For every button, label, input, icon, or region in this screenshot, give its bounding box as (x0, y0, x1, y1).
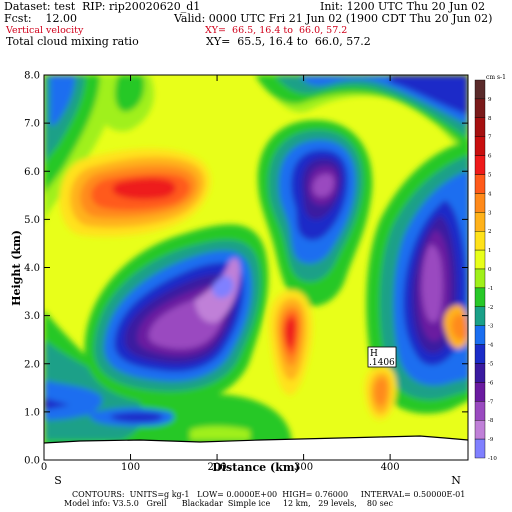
colorbar-level-label: -8 (488, 418, 494, 424)
colorbar-swatch (474, 193, 486, 213)
y-tick-label: 2.0 (24, 359, 40, 370)
field2-xy-label: XY= 65.5, 16.4 to 66.0, 57.2 (206, 35, 371, 48)
y-axis-title: Height (km) (10, 230, 23, 306)
y-tick-label: 0.0 (24, 456, 40, 467)
x-axis-title: Distance (km) (212, 461, 299, 474)
x-tick-label: 100 (121, 462, 140, 473)
y-tick-label: 6.0 (24, 167, 40, 178)
colorbar-swatch (474, 155, 486, 175)
colorbar-level-label: -2 (488, 305, 493, 311)
dataset-label: Dataset: test RIP: rip20020620_d1 (4, 0, 201, 13)
colorbar-swatch (474, 325, 486, 345)
annotation-label: H (370, 349, 378, 359)
field2-label: Total cloud mixing ratio (6, 35, 139, 48)
init-label: Init: 1200 UTC Thu 20 Jun 02 (320, 0, 486, 13)
y-tick-label: 7.0 (24, 119, 40, 130)
x-axis: 0 100 200 300 400 (41, 75, 400, 473)
y-tick-label: 5.0 (24, 215, 40, 226)
colorbar-level-label: -1 (488, 286, 493, 292)
colorbar-swatch (474, 174, 486, 194)
colorbar-swatch (474, 287, 486, 307)
colorbar-swatch (474, 420, 486, 440)
colorbar-level-label: 7 (488, 135, 492, 141)
footer-contours: CONTOURS: UNITS=g kg-1 LOW= 0.0000E+00 H… (72, 490, 466, 499)
y-tick-label: 4.0 (24, 263, 40, 274)
colorbar-swatch (474, 212, 486, 232)
colorbar-swatch (474, 79, 486, 100)
colorbar-level-label: 1 (488, 248, 492, 254)
colorbar-level-label: -7 (488, 399, 494, 405)
max-annotation: H .1406 (367, 346, 397, 368)
endpoint-right-label: N (451, 474, 461, 487)
colorbar-level-label: -6 (488, 380, 494, 386)
colorbar-swatch (474, 438, 486, 459)
colorbar-level-label: 5 (488, 173, 492, 179)
colorbar-swatch (474, 117, 486, 137)
colorbar-swatch (474, 230, 486, 251)
colorbar-unit: cm s-1 (486, 74, 506, 81)
field1-label: Vertical velocity (6, 25, 84, 36)
colorbar-level-label: -10 (488, 456, 497, 462)
colorbar-swatch (474, 344, 486, 364)
valid-label: Valid: 0000 UTC Fri 21 Jun 02 (1900 CDT … (174, 12, 493, 25)
x-tick-label: 200 (208, 462, 227, 473)
x-tick-label: 0 (41, 462, 47, 473)
colorbar-level-label: -3 (488, 324, 494, 330)
colorbar-level-label: 4 (488, 191, 492, 197)
endpoint-left-label: S (54, 474, 62, 487)
colorbar-swatch (474, 249, 486, 270)
annotation-value: .1406 (369, 358, 395, 368)
colorbar: 9 8 7 6 5 4 3 2 1 0 -1 -2 -3 -4 -5 -6 -7 -8 -9 -10 (474, 79, 497, 462)
colorbar-swatch (474, 98, 486, 119)
colorbar-swatch (474, 268, 486, 289)
colorbar-level-label: -5 (488, 362, 494, 368)
colorbar-level-label: 2 (488, 229, 492, 235)
y-tick-label: 3.0 (24, 311, 40, 322)
colorbar-level-label: 3 (488, 210, 492, 216)
colorbar-level-label: 0 (488, 267, 492, 273)
x-tick-label: 300 (294, 462, 313, 473)
y-tick-label: 1.0 (24, 407, 40, 418)
colorbar-level-label: -4 (488, 343, 494, 349)
footer-model-info: Model info: V3.5.0 Grell Blackadar Simpl… (64, 499, 393, 508)
x-tick-label: 400 (381, 462, 400, 473)
y-axis: 0.0 1.0 2.0 3.0 4.0 5.0 6.0 7.0 8.0 (24, 71, 468, 467)
colorbar-swatch (474, 401, 486, 421)
colorbar-level-label: 8 (488, 116, 492, 122)
colorbar-swatch (474, 306, 486, 326)
fcst-label: Fcst: 12.00 (4, 12, 78, 25)
colorbar-level-label: -9 (488, 437, 494, 443)
colorbar-level-label: 9 (488, 97, 492, 103)
field1-xy-label: XY= 66.5, 16.4 to 66.0, 57.2 (205, 25, 348, 36)
heatmap-field (44, 75, 468, 460)
y-tick-label: 8.0 (24, 71, 40, 82)
colorbar-level-label: 6 (488, 154, 492, 160)
colorbar-swatch (474, 363, 486, 383)
colorbar-swatch (474, 382, 486, 402)
colorbar-swatch (474, 136, 486, 156)
